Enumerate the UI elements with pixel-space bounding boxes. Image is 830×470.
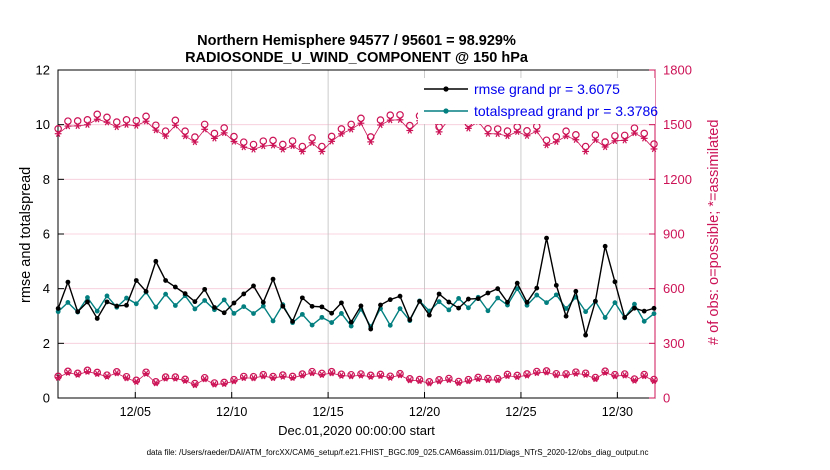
svg-text:12/20: 12/20 [409, 405, 440, 419]
svg-text:12/30: 12/30 [602, 405, 633, 419]
svg-text:12: 12 [36, 63, 50, 78]
svg-text:0: 0 [43, 391, 50, 406]
svg-text:1800: 1800 [663, 63, 692, 78]
svg-text:10: 10 [36, 117, 50, 132]
svg-text:6: 6 [43, 227, 50, 242]
svg-text:1200: 1200 [663, 172, 692, 187]
svg-text:12/15: 12/15 [312, 405, 343, 419]
svg-text:12/25: 12/25 [505, 405, 536, 419]
svg-text:0: 0 [663, 391, 670, 406]
svg-text:1500: 1500 [663, 117, 692, 132]
svg-text:12/05: 12/05 [120, 405, 151, 419]
svg-text:300: 300 [663, 336, 685, 351]
svg-text:2: 2 [43, 336, 50, 351]
svg-text:4: 4 [43, 281, 50, 296]
svg-text:900: 900 [663, 227, 685, 242]
svg-text:12/10: 12/10 [216, 405, 247, 419]
svg-text:8: 8 [43, 172, 50, 187]
svg-text:600: 600 [663, 281, 685, 296]
